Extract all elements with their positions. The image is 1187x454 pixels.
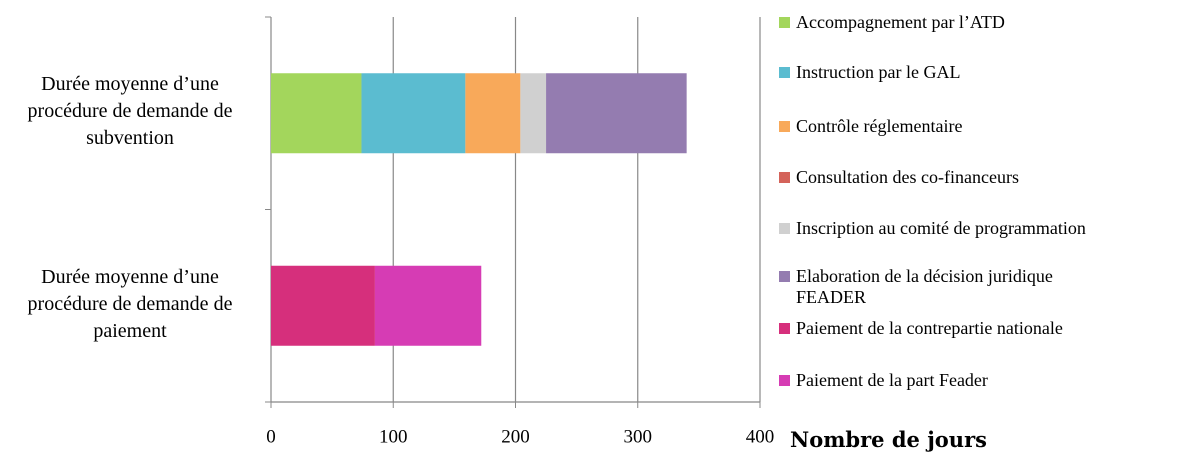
bar-segment [520,73,547,154]
legend-entry: Elaboration de la décision juridique FEA… [779,266,1184,308]
y-tick-label: Durée moyenne d’une procédure de demande… [27,265,233,342]
legend-swatch [779,172,790,183]
y-tick-label: Durée moyenne d’une procédure de demande… [27,73,233,150]
legend-label: Contrôle réglementaire [796,116,963,136]
x-axis-title: Nombre de jours [790,427,987,452]
legend-label: Paiement de la contrepartie nationale [796,318,1063,338]
bar-segment [271,73,362,154]
legend-swatch [779,375,790,386]
legend-entry: Consultation des co-financeurs [779,167,1184,188]
legend-entry: Accompagnement par l’ATD [779,12,1184,33]
legend-entry: Inscription au comité de programmation [779,218,1184,239]
legend-entry: Paiement de la contrepartie nationale [779,318,1184,339]
x-tick-label: 0 [266,426,276,447]
legend-swatch [779,17,790,28]
x-tick-label: 300 [624,426,653,447]
bar-segment [546,73,687,154]
legend-label: Consultation des co-financeurs [796,167,1019,187]
legend-label: Elaboration de la décision juridique FEA… [796,266,1053,307]
legend-entry: Paiement de la part Feader [779,370,1184,391]
legend-entry: Contrôle réglementaire [779,116,1184,137]
legend-label: Accompagnement par l’ATD [796,12,1005,32]
legend-swatch [779,323,790,334]
x-tick-label: 400 [746,426,775,447]
legend-swatch [779,121,790,132]
bar-segment [374,265,482,346]
legend-label: Inscription au comité de programmation [796,218,1086,238]
legend-entry: Instruction par le GAL [779,62,1184,83]
legend-swatch [779,223,790,234]
bar-segment [271,265,375,346]
x-tick-label: 100 [379,426,408,447]
x-tick-label: 200 [501,426,530,447]
legend-swatch [779,67,790,78]
legend-label: Paiement de la part Feader [796,370,988,390]
legend-label: Instruction par le GAL [796,62,961,82]
bar-segment [361,73,466,154]
bar-segment [465,73,521,154]
legend-swatch [779,271,790,282]
